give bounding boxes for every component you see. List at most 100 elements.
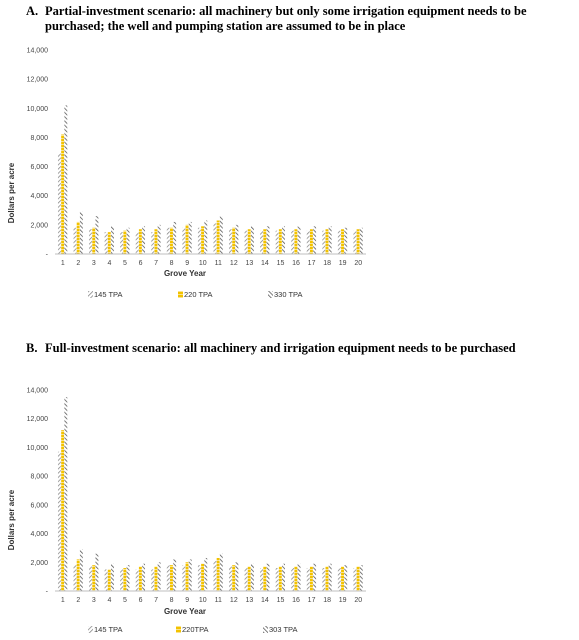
chart-b-x-tick-label: 17 bbox=[308, 597, 316, 604]
chart-a-bar-series2 bbox=[278, 229, 282, 254]
chart-b-bar-series3 bbox=[79, 549, 83, 591]
chart-a-x-tick-label: 17 bbox=[308, 260, 316, 267]
chart-a-bar-series2 bbox=[325, 229, 329, 254]
chart-b-bar-series3 bbox=[313, 563, 317, 591]
chart-b-bar-series1 bbox=[322, 568, 326, 591]
chart-a-bar-series1 bbox=[89, 229, 92, 254]
chart-b-y-tick-label: 2,000 bbox=[30, 560, 48, 567]
chart-b-bar-series3 bbox=[188, 559, 192, 591]
chart-a-bar-series2 bbox=[76, 221, 80, 254]
chart-b-bar-series3 bbox=[204, 557, 208, 591]
chart-a-bar-series3 bbox=[95, 216, 99, 254]
chart-b-legend-label-series3: 303 TPA bbox=[269, 625, 298, 634]
chart-a-legend: 145 TPA 220 TPA 330 TPA bbox=[88, 290, 303, 299]
chart-b-bar-series3 bbox=[95, 553, 99, 591]
chart-a-x-tick-label: 7 bbox=[154, 260, 158, 267]
chart-b-y-tick-label: - bbox=[46, 589, 49, 596]
chart-b-x-tick-label: 2 bbox=[76, 597, 80, 604]
chart-b-x-tick-label: 1 bbox=[61, 597, 65, 604]
chart-a-x-tick-label: 1 bbox=[61, 260, 65, 267]
chart-a-bar-series3 bbox=[126, 227, 130, 254]
chart-a-bar-series3 bbox=[173, 221, 177, 254]
chart-a-bar-series1 bbox=[337, 230, 341, 254]
chart-a-bar-series2 bbox=[216, 220, 220, 254]
chart-a-bar-series1 bbox=[151, 232, 155, 254]
chart-a-bar-series2 bbox=[294, 229, 298, 254]
chart-b-y-tick-label: 10,000 bbox=[27, 445, 49, 452]
chart-b-legend-label-series1: 145 TPA bbox=[94, 625, 123, 634]
chart-a-bar-series1 bbox=[73, 227, 77, 254]
chart-a-bar-series1 bbox=[229, 229, 232, 254]
chart-a-bar-series2 bbox=[123, 230, 127, 254]
chart-a-x-tick-label: 13 bbox=[245, 260, 253, 267]
chart-a-bar-series2 bbox=[154, 229, 158, 254]
chart-b-bar-series2 bbox=[92, 565, 96, 591]
chart-a-bar-series2 bbox=[92, 227, 96, 254]
chart-b-bar-series2 bbox=[325, 566, 329, 591]
chart-b-bar-series1 bbox=[73, 565, 77, 591]
chart-a-x-tick-label: 2 bbox=[76, 260, 80, 267]
chart-a-y-tick-label: 12,000 bbox=[27, 77, 49, 84]
chart-b-bar-series1 bbox=[337, 568, 341, 591]
chart-a-bar-series1 bbox=[322, 230, 326, 254]
chart-b-legend-label-series2: 220TPA bbox=[182, 625, 209, 634]
chart-b-bars bbox=[57, 397, 363, 591]
chart-a-bar-series1 bbox=[275, 230, 279, 254]
chart-b-bar-series3 bbox=[235, 562, 239, 591]
chart-b-x-tick-label: 7 bbox=[154, 597, 158, 604]
chart-a-x-tick-label: 15 bbox=[277, 260, 285, 267]
chart-b-x-tick-label: 3 bbox=[92, 597, 96, 604]
chart-a-bar-series1 bbox=[104, 232, 108, 254]
chart-a-bar-series3 bbox=[282, 226, 285, 254]
chart-a-x-ticks: 1 2 3 4 5 6 7 8 9 10 11 12 13 14 15 16 17 18 19 20 bbox=[61, 260, 362, 267]
chart-b-legend-swatch-series2 bbox=[176, 626, 181, 633]
chart-a-bar-series1 bbox=[291, 230, 295, 254]
chart-b-bar-series2 bbox=[107, 569, 111, 591]
chart-b-bar-series2 bbox=[341, 566, 344, 591]
chart-b-x-axis-title: Grove Year bbox=[164, 607, 206, 616]
chart-b-y-tick-label: 6,000 bbox=[30, 502, 48, 509]
chart-b-x-tick-label: 16 bbox=[292, 597, 300, 604]
chart-a-bar-series2 bbox=[356, 229, 360, 254]
chart-a-bar-series3 bbox=[359, 227, 363, 254]
panel-b-title-line1: Full-investment scenario: all machinery … bbox=[45, 341, 516, 355]
chart-a-bar-series3 bbox=[79, 211, 83, 254]
chart-b-y-axis-title: Dollars per acre bbox=[7, 489, 16, 550]
chart-b-bar-series3 bbox=[142, 563, 146, 591]
chart-a-y-tick-label: 8,000 bbox=[30, 135, 48, 142]
chart-b-bar-series3 bbox=[282, 563, 285, 591]
chart-b-x-tick-label: 14 bbox=[261, 597, 269, 604]
chart-a-bar-series3 bbox=[219, 216, 223, 254]
chart-b-bar-series1 bbox=[229, 566, 232, 591]
chart-b-bar-series2 bbox=[294, 566, 298, 591]
chart-a-bar-series3 bbox=[344, 227, 348, 254]
chart-a-y-tick-label: 4,000 bbox=[30, 193, 48, 200]
chart-b-bar-series2 bbox=[61, 430, 65, 591]
chart-a-bar-series3 bbox=[111, 226, 114, 254]
chart-a-y-axis-title: Dollars per acre bbox=[7, 162, 16, 223]
chart-a-bar-series1 bbox=[135, 232, 139, 254]
chart-a-bar-series2 bbox=[232, 227, 236, 254]
chart-b-bar-series3 bbox=[64, 397, 68, 591]
chart-b-bar-series2 bbox=[138, 566, 142, 591]
chart-a-bar-series1 bbox=[197, 227, 201, 254]
chart-a-x-tick-label: 16 bbox=[292, 260, 300, 267]
chart-a-x-tick-label: 14 bbox=[261, 260, 269, 267]
chart-b-bar-series3 bbox=[157, 562, 161, 591]
chart-a-y-tick-label: 6,000 bbox=[30, 164, 48, 171]
chart-b-bar-series3 bbox=[359, 565, 363, 591]
panel-a-title-line2: purchased; the well and pumping station … bbox=[45, 19, 406, 33]
chart-a-bar-series2 bbox=[201, 226, 205, 254]
chart-a-x-tick-label: 11 bbox=[215, 260, 222, 267]
chart-a-bar-series1 bbox=[353, 230, 357, 254]
chart-a-bar-series3 bbox=[328, 226, 332, 254]
chart-b-bar-series1 bbox=[275, 568, 279, 591]
panel-a-letter: A. bbox=[26, 4, 39, 18]
chart-b-x-ticks: 1 2 3 4 5 6 7 8 9 10 11 12 13 14 15 16 17 18 19 20 bbox=[61, 597, 362, 604]
chart-a-x-tick-label: 20 bbox=[354, 260, 362, 267]
chart-a-legend-swatch-series2 bbox=[178, 291, 183, 298]
chart-a-bar-series1 bbox=[182, 227, 186, 254]
chart-a-bar-series2 bbox=[309, 229, 313, 254]
chart-b-bar-series1 bbox=[260, 568, 264, 591]
chart-b-x-tick-label: 18 bbox=[323, 597, 331, 604]
